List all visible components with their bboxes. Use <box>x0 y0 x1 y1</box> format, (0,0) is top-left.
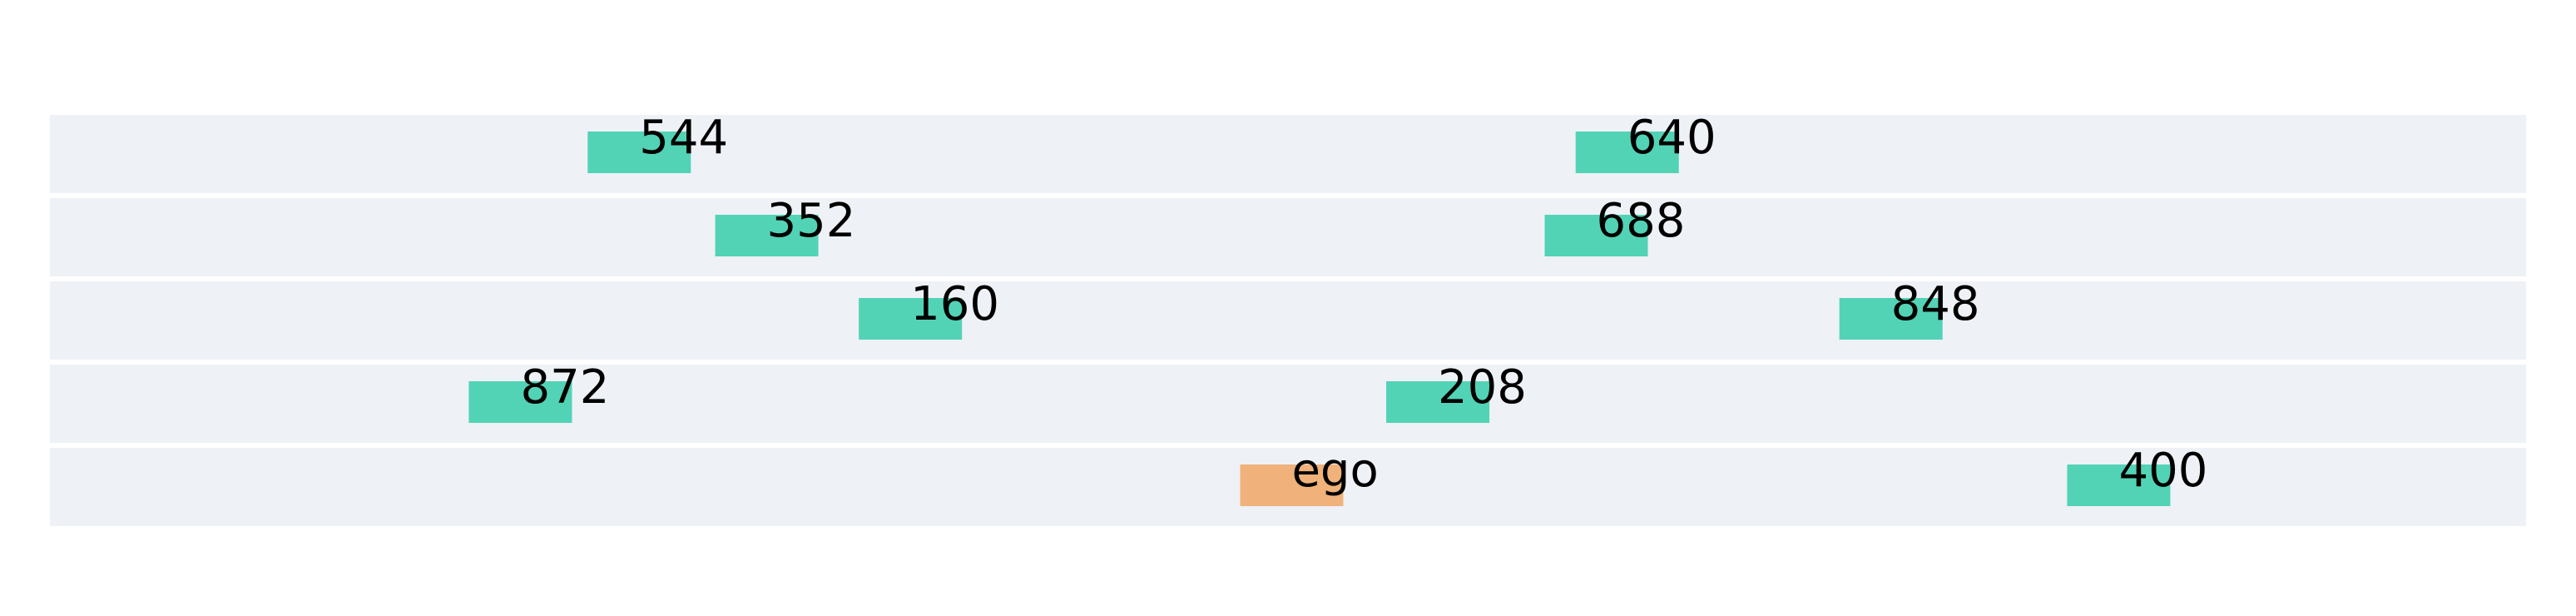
vehicle-352 <box>715 215 819 256</box>
vehicle-label: 848 <box>1891 277 1980 331</box>
lane-4 <box>50 365 2526 443</box>
vehicle-544 <box>587 132 691 173</box>
ego-vehicle <box>1240 464 1344 506</box>
vehicle-label: 872 <box>520 360 609 415</box>
vehicle-872 <box>468 381 572 423</box>
vehicle-label: 160 <box>910 277 999 331</box>
vehicle-688 <box>1544 215 1648 256</box>
vehicle-label: 640 <box>1627 111 1717 165</box>
vehicle-label: 688 <box>1597 194 1686 248</box>
lane-3 <box>50 281 2526 360</box>
lane-2 <box>50 198 2526 276</box>
vehicle-848 <box>1839 298 1943 340</box>
vehicle-label: 208 <box>1438 360 1527 415</box>
vehicle-label: 544 <box>639 111 728 165</box>
vehicle-label: ego <box>1291 444 1378 498</box>
vehicles: 544 640 352 688 160 848 872 208 ego 400 <box>468 111 2207 506</box>
vehicle-640 <box>1575 132 1679 173</box>
vehicle-label: 400 <box>2118 444 2207 498</box>
vehicle-208 <box>1386 381 1490 423</box>
vehicle-400 <box>2067 464 2171 506</box>
lane-1 <box>50 115 2526 193</box>
vehicle-160 <box>859 298 963 340</box>
vehicle-label: 352 <box>767 194 856 248</box>
